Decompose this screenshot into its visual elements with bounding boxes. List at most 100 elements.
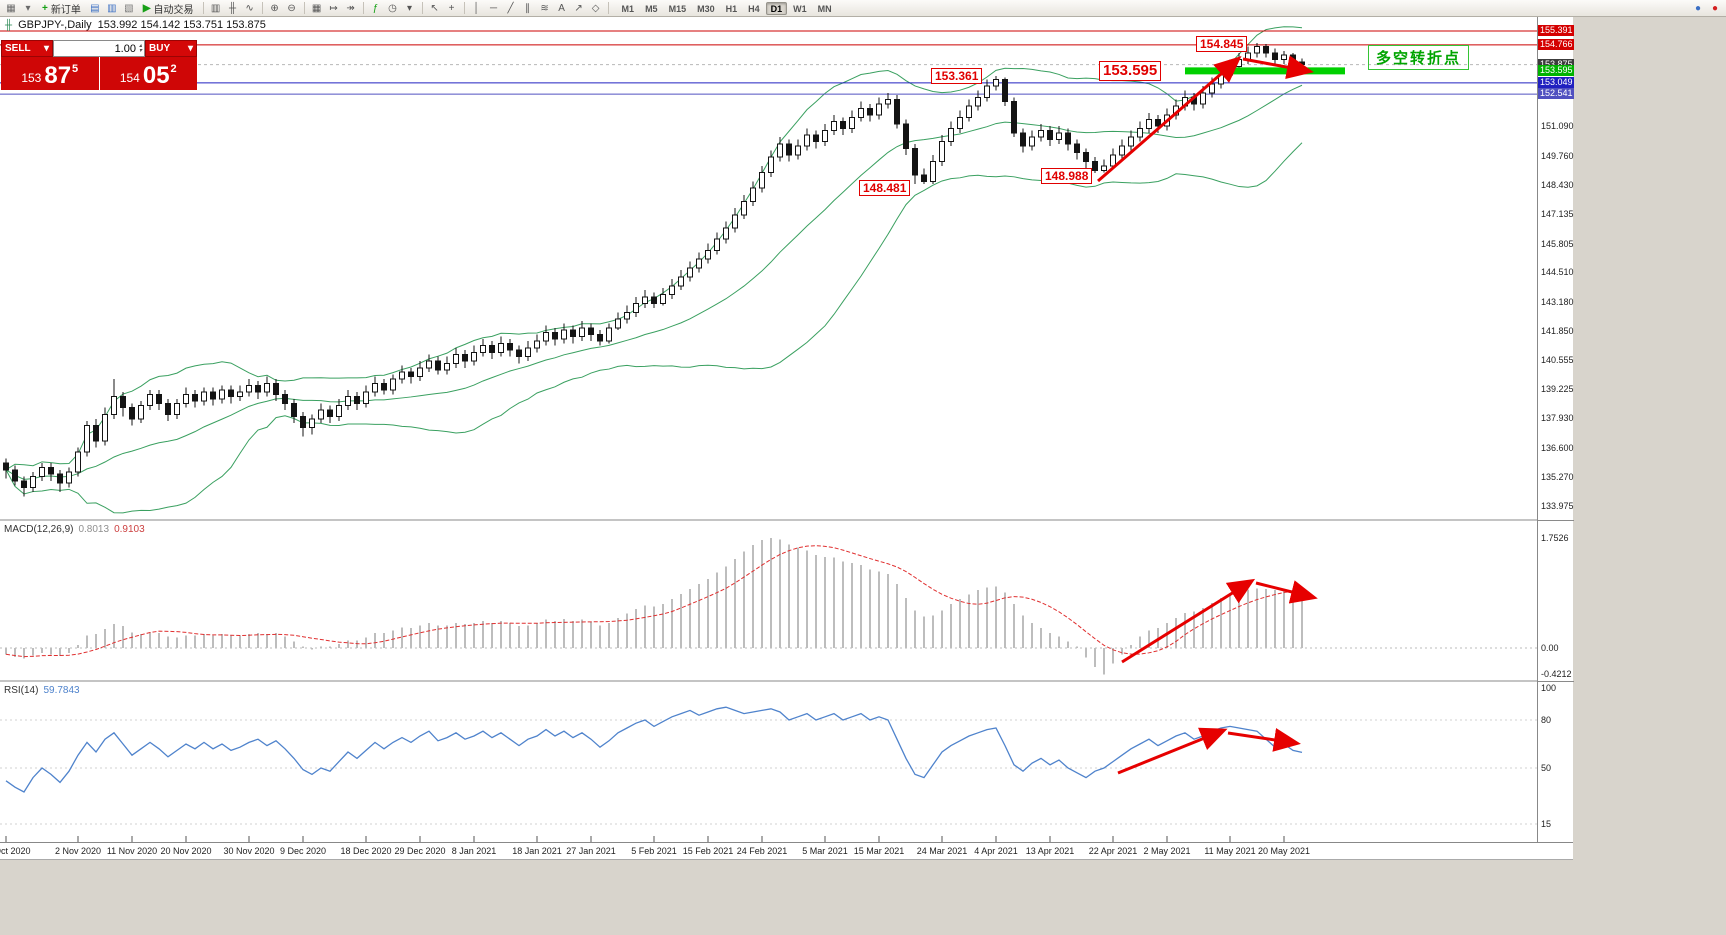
tile-windows-icon[interactable]: ▦ [311,2,322,14]
volume-input[interactable]: 1.00 ▴ ▾ [53,40,145,57]
arrow-tool-icon[interactable]: ↗ [574,2,583,14]
chart-symbol-icon: ╫ [5,19,13,31]
sell-options-dropdown-icon[interactable]: ▾ [43,43,49,54]
price-tag: 153.049 [1538,76,1574,88]
price-annotation-label[interactable]: 148.988 [1041,168,1093,184]
periods-dropdown-icon[interactable]: ▾ [407,2,413,14]
crosshair-icon[interactable]: + [448,2,455,14]
toolbar-separator [607,2,609,14]
price-chart-canvas[interactable] [0,17,1537,842]
zoom-in-icon[interactable]: ⊕ [270,2,279,14]
price-tag: 154.766 [1538,38,1574,50]
date-label: 30 Nov 2020 [223,846,275,856]
toolbar-separator [303,2,305,14]
date-label: 20 May 2021 [1257,846,1311,856]
ask-pips: 05 [142,62,170,89]
toolbar-separator [261,2,263,14]
buy-price-button[interactable]: 154 05 2 [99,57,197,90]
rsi-scale-value: 15 [1541,819,1552,829]
workspace-background [1573,17,1726,935]
price-annotation-label[interactable]: 153.595 [1099,61,1162,81]
community-icon[interactable]: ● [1694,2,1702,14]
sell-button[interactable]: SELL ▾ [1,40,53,57]
date-label: 15 Mar 2021 [853,846,905,856]
periods-icon[interactable]: ◷ [388,2,397,14]
channel-icon[interactable]: ∥ [525,2,531,14]
date-label: 22 Apr 2021 [1088,846,1138,856]
data-window-icon[interactable]: ▥ [107,2,117,14]
candlestick-chart-icon[interactable]: ╫ [229,2,237,14]
price-scale-value: 145.805 [1541,238,1574,249]
price-scale-value: 151.090 [1541,121,1574,132]
price-annotation-label[interactable]: 154.845 [1196,36,1248,52]
vertical-line-icon[interactable]: │ [473,2,480,14]
new-chart-icon[interactable]: ▦ [6,2,16,14]
annotation-overlay: 154.845 153.595 153.361 148.481 148.988 [0,17,1573,859]
price-annotation-label[interactable]: 148.481 [859,180,911,196]
timeframe-m1[interactable]: M1 [621,3,635,14]
date-label: 9 Dec 2020 [279,846,327,856]
buy-button-label: BUY [149,43,171,54]
date-label: 5 Mar 2021 [802,846,848,856]
timeframe-h1[interactable]: H1 [725,3,738,14]
volume-up-icon[interactable]: ▴ [138,42,142,49]
new-order-button[interactable]: + 新订单 [37,1,86,16]
timeframe-m30[interactable]: M30 [697,3,715,14]
date-label: 22 Oct 2020 [0,846,31,856]
volume-value: 1.00 [114,42,136,55]
autotrading-button[interactable]: ▶ 自动交易 [138,1,199,16]
autotrading-button-label: 自动交易 [153,4,194,16]
price-scale-value: 148.430 [1541,180,1574,191]
timeframe-w1[interactable]: W1 [793,3,807,14]
zoom-out-icon[interactable]: ⊖ [287,2,296,14]
workspace-background-bottom [0,859,1573,935]
price-annotation-label[interactable]: 153.361 [931,68,983,84]
shapes-icon[interactable]: ◇ [591,2,600,14]
turning-point-note[interactable]: 多空转折点 [1368,45,1470,70]
date-label: 20 Nov 2020 [160,846,212,856]
volume-down-icon[interactable]: ▾ [138,47,142,54]
indicators-icon[interactable]: ƒ [372,2,379,14]
alert-icon[interactable]: ● [1711,2,1719,14]
sell-button-label: SELL [5,43,31,54]
price-scale-value: 147.135 [1541,209,1574,220]
text-icon[interactable]: A [558,2,565,14]
timeframe-m5[interactable]: M5 [645,3,658,14]
timeframe-d1[interactable]: D1 [765,1,788,15]
fibonacci-icon[interactable]: ≋ [540,2,549,14]
sell-price-button[interactable]: 153 87 5 [1,57,100,90]
chart-shift-icon[interactable]: ↠ [346,2,355,14]
chart-list-dropdown-icon[interactable]: ▾ [25,2,31,14]
market-watch-icon[interactable]: ▤ [90,2,100,14]
buy-options-dropdown-icon[interactable]: ▾ [187,43,193,54]
rsi-scale-value: 100 [1541,683,1557,693]
main-toolbar: ▦ ▾ + 新订单 ▤ ▥ ▧ ▶ 自动交易 ▥ ╫ ∿ ⊕ ⊖ ▦ ↦ ↠ ƒ ◷ ▾ ↖ + │ ─ ╱ ∥ ≋ A ↗ ◇ M1 M5 M… [0,0,1726,17]
price-tag: 155.391 [1538,25,1574,36]
chart-window: ╫ GBPJPY-,Daily 153.992 154.142 153.751 … [0,17,1574,859]
panel-separator [1538,681,1574,682]
macd-scale-value: 0.00 [1541,643,1559,653]
horizontal-line-icon[interactable]: ─ [490,2,498,14]
price-tag: 152.541 [1538,88,1574,100]
timeframe-h4[interactable]: H4 [748,3,760,14]
date-label: 2 May 2021 [1143,846,1191,856]
one-click-trading-panel: SELL ▾ 1.00 ▴ ▾ BUY ▾ 153 87 5 154 05 2 [1,40,197,90]
cursor-icon[interactable]: ↖ [430,2,439,14]
price-scale[interactable]: 151.090 149.760 148.430 147.135 145.805 144.5… [1537,17,1574,842]
date-label: 18 Dec 2020 [340,846,392,856]
buy-button[interactable]: BUY ▾ [145,40,197,57]
bar-chart-icon[interactable]: ▥ [210,2,221,14]
ohlc-values: 153.992 154.142 153.751 153.875 [97,19,266,31]
trendline-icon[interactable]: ╱ [507,2,514,14]
price-scale-value: 144.510 [1541,267,1574,278]
navigator-icon[interactable]: ▧ [124,2,134,14]
date-label: 15 Feb 2021 [682,846,734,856]
timeframe-mn[interactable]: MN [817,3,832,14]
timeframe-m15[interactable]: M15 [668,3,687,14]
date-label: 2 Nov 2020 [54,846,102,856]
macd-label: MACD(12,26,9) 0.8013 0.9103 [4,524,145,535]
auto-scroll-icon[interactable]: ↦ [329,2,338,14]
line-chart-icon[interactable]: ∿ [245,2,254,14]
date-label: 29 Dec 2020 [394,846,446,856]
